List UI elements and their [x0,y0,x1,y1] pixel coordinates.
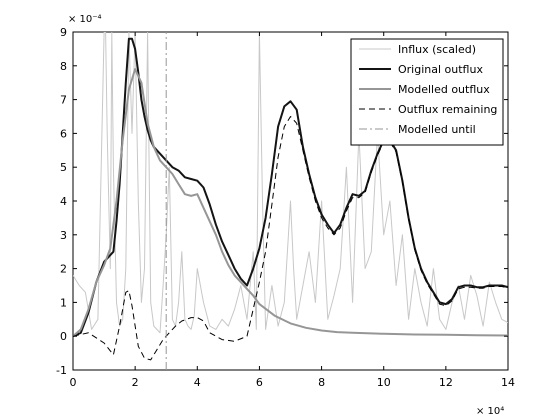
legend-label: Original outflux [398,63,483,76]
series-line-0 [73,32,508,334]
legend: Influx (scaled) Original outflux Modelled … [350,38,504,146]
x-tick-label: 8 [318,376,325,389]
series-line-2 [73,68,508,337]
series-line-3 [73,116,508,361]
x-tick-label: 0 [70,376,77,389]
y-tick-label: 1 [60,296,67,309]
x-tick-label: 12 [439,376,453,389]
y-tick-label: 8 [60,60,67,73]
series-layer [73,32,508,370]
legend-label: Modelled until [398,123,476,136]
legend-label: Modelled outflux [398,83,490,96]
legend-box [350,38,504,146]
y-tick-label: 2 [60,263,67,276]
y-axis-multiplier: × 10⁻⁴ [68,14,102,25]
y-tick-label: 3 [60,229,67,242]
x-axis-multiplier: × 10⁴ [476,406,504,417]
legend-label: Outflux remaining [398,103,497,116]
y-tick-label: 5 [60,161,67,174]
y-tick-label: 9 [60,26,67,39]
y-tick-label: 0 [60,330,67,343]
legend-label: Influx (scaled) [398,43,476,56]
y-tick-label: 4 [60,195,67,208]
y-tick-label: -1 [56,364,67,377]
series-line-1 [73,37,508,338]
y-tick-label: 6 [60,127,67,140]
x-tick-label: 2 [132,376,139,389]
x-tick-label: 14 [501,376,515,389]
x-tick-label: 6 [256,376,263,389]
x-tick-label: 10 [377,376,391,389]
x-tick-label: 4 [194,376,201,389]
y-tick-label: 7 [60,94,67,107]
